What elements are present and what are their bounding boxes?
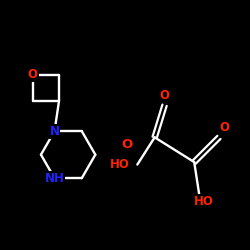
Text: O: O bbox=[122, 138, 133, 151]
Text: HO: HO bbox=[194, 195, 214, 208]
Text: NH: NH bbox=[44, 172, 64, 185]
Text: O: O bbox=[219, 121, 229, 134]
Text: HO: HO bbox=[110, 158, 130, 171]
Text: O: O bbox=[28, 68, 38, 81]
Text: O: O bbox=[160, 89, 170, 102]
Text: N: N bbox=[50, 124, 59, 138]
